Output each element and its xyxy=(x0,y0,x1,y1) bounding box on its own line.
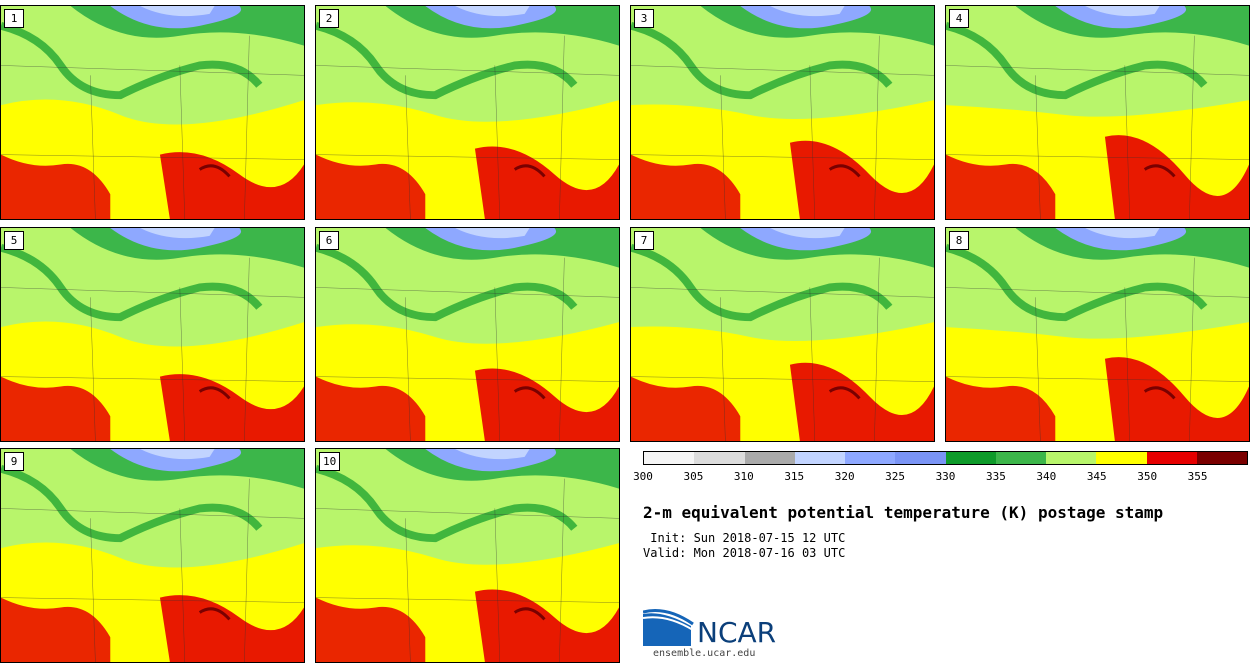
postage-stamp-panel: 3 xyxy=(630,5,935,220)
colorbar-segment xyxy=(895,452,946,464)
map-field xyxy=(1,449,304,662)
stamp-number: 7 xyxy=(634,231,654,250)
colorbar-tick-label: 315 xyxy=(784,470,805,483)
map-field xyxy=(316,6,619,219)
postage-stamp-panel: 1 xyxy=(0,5,305,220)
stamp-number: 10 xyxy=(319,452,341,471)
map-field xyxy=(946,228,1249,441)
map-field xyxy=(631,228,934,441)
colorbar-tick-label: 310 xyxy=(733,470,754,483)
colorbar-tick-label: 355 xyxy=(1187,470,1208,483)
postage-stamp-panel: 5 xyxy=(0,227,305,442)
colorbar-segment xyxy=(945,452,996,464)
postage-stamp-panel: 2 xyxy=(315,5,620,220)
stamp-number: 3 xyxy=(634,9,654,28)
colorbar-tick-label: 325 xyxy=(885,470,906,483)
stamp-number: 1 xyxy=(4,9,24,28)
colorbar-segment xyxy=(1096,452,1147,464)
colorbar-tick-label: 335 xyxy=(985,470,1006,483)
init-time: Init: Sun 2018-07-15 12 UTC xyxy=(643,531,846,545)
stamp-number: 4 xyxy=(949,9,969,28)
colorbar-segment xyxy=(694,452,745,464)
colorbar xyxy=(643,451,1248,465)
logo-url: ensemble.ucar.edu xyxy=(653,648,756,659)
stamp-number: 8 xyxy=(949,231,969,250)
stamp-number: 5 xyxy=(4,231,24,250)
map-field xyxy=(1,6,304,219)
logo-text: NCAR xyxy=(697,616,777,649)
colorbar-tick-label: 345 xyxy=(1086,470,1107,483)
colorbar-ticks: 300 305 310 315 320 325 330 335 340 345 350 355 xyxy=(633,470,1248,484)
map-field xyxy=(631,6,934,219)
colorbar-tick-label: 340 xyxy=(1036,470,1057,483)
colorbar-segment xyxy=(845,452,896,464)
map-field xyxy=(316,228,619,441)
stamp-number: 2 xyxy=(319,9,339,28)
colorbar-tick-label: 300 xyxy=(633,470,653,483)
postage-stamp-panel: 4 xyxy=(945,5,1250,220)
postage-stamp-panel: 7 xyxy=(630,227,935,442)
map-field xyxy=(316,449,619,662)
colorbar-segment xyxy=(644,452,695,464)
colorbar-segment xyxy=(1046,452,1097,464)
colorbar-segment xyxy=(744,452,795,464)
postage-stamp-panel: 6 xyxy=(315,227,620,442)
colorbar-tick-label: 330 xyxy=(935,470,956,483)
postage-stamp-panel: 9 xyxy=(0,448,305,663)
map-field xyxy=(946,6,1249,219)
valid-time: Valid: Mon 2018-07-16 03 UTC xyxy=(643,546,846,560)
postage-stamp-panel: 8 xyxy=(945,227,1250,442)
colorbar-tick-label: 305 xyxy=(683,470,704,483)
stamp-number: 9 xyxy=(4,452,24,471)
colorbar-tick-label: 350 xyxy=(1137,470,1158,483)
map-field xyxy=(1,228,304,441)
postage-stamp-panel: 10 xyxy=(315,448,620,663)
colorbar-segment xyxy=(1196,452,1247,464)
ncar-logo-icon xyxy=(643,609,694,646)
figure-title: 2-m equivalent potential temperature (K)… xyxy=(643,503,1164,522)
colorbar-segment xyxy=(1146,452,1197,464)
colorbar-segment xyxy=(794,452,845,464)
colorbar-segment xyxy=(995,452,1046,464)
colorbar-tick-label: 320 xyxy=(834,470,855,483)
stamp-number: 6 xyxy=(319,231,339,250)
